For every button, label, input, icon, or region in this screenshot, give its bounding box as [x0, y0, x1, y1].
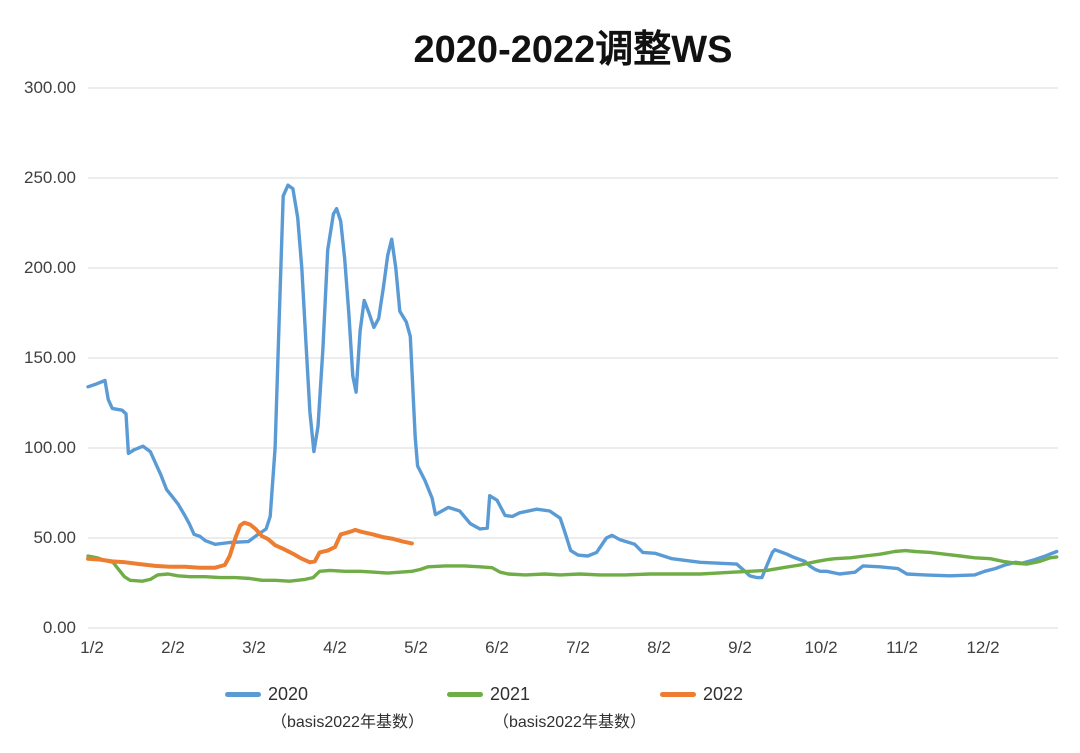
- legend-line-swatch-2022: [660, 692, 696, 697]
- legend-line-swatch-2020: [225, 692, 261, 697]
- legend-label: 2022: [703, 684, 744, 704]
- x-tick-label: 9/2: [728, 638, 752, 657]
- legend-sublabel: （basis2022年基数）: [271, 714, 424, 731]
- y-tick-label: 0.00: [42, 618, 76, 637]
- legend-sublabel: （basis2022年基数）: [493, 714, 646, 731]
- series-line-2020: [86, 183, 1059, 580]
- x-tick-label: 2/2: [161, 638, 185, 657]
- chart-legend: 2020 （basis2022年基数） 2021 （basis2022年基数） 2022: [0, 684, 1080, 744]
- y-tick-label: 300.00: [24, 78, 76, 97]
- x-tick-label: 5/2: [404, 638, 428, 657]
- y-tick-label: 100.00: [24, 438, 76, 457]
- legend-item-2021: 2021 （basis2022年基数）: [447, 684, 646, 732]
- x-tick-label: 12/2: [966, 638, 1000, 657]
- y-tick-label: 200.00: [24, 258, 76, 277]
- x-tick-label: 6/2: [485, 638, 509, 657]
- x-tick-label: 1/2: [80, 638, 104, 657]
- chart-title: 2020-2022调整WS: [413, 29, 733, 71]
- legend-item-2022: 2022: [660, 684, 743, 705]
- gridlines: [88, 87, 1058, 629]
- y-tick-label: 150.00: [24, 348, 76, 367]
- y-tick-label: 50.00: [33, 528, 76, 547]
- y-tick-label: 250.00: [24, 168, 76, 187]
- x-tick-label: 3/2: [242, 638, 266, 657]
- x-tick-label: 7/2: [566, 638, 590, 657]
- x-tick-label: 4/2: [323, 638, 347, 657]
- legend-label: 2021: [490, 684, 531, 704]
- legend-line-swatch-2021: [447, 692, 483, 697]
- x-tick-label: 10/2: [804, 638, 838, 657]
- x-tick-label: 11/2: [886, 638, 918, 657]
- series-line-2021: [86, 548, 1059, 583]
- x-tick-label: 8/2: [647, 638, 671, 657]
- series-line-2022: [86, 520, 414, 570]
- legend-item-2020: 2020 （basis2022年基数）: [225, 684, 424, 732]
- legend-label: 2020: [268, 684, 309, 704]
